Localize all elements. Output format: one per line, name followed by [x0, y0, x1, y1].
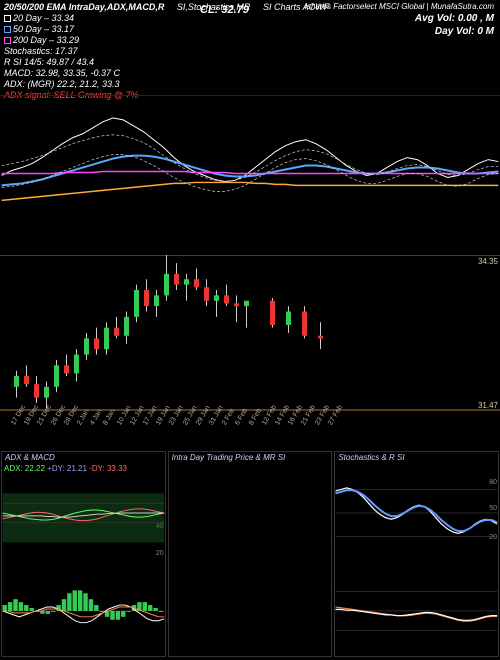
- y-bot: 31.47: [478, 401, 498, 410]
- bottom-row: ADX & MACD ADX: 22.22 +DY: 21.21 -DY: 33…: [0, 450, 500, 658]
- stoch-title: Stochastics & R SI: [338, 453, 404, 462]
- y-top: 34.35: [478, 257, 498, 266]
- adx: ADX: (MGR) 22.2, 21.2, 33.3: [4, 79, 120, 89]
- ma-chart: [0, 95, 500, 250]
- candlestick-chart: 34.35 31.47 17 Dec19 Dec21 Dec26 Dec28 D…: [0, 255, 500, 430]
- intraday-title: Intra Day Trading Price & MR SI: [172, 453, 286, 462]
- stoch-rsi-panel: Stochastics & R SI 80 50 20: [334, 451, 499, 657]
- adx-title: ADX & MACD: [5, 453, 55, 462]
- macd: MACD: 32.98, 33.35, -0.37 C: [4, 68, 120, 78]
- title-left: 20/50/200 EMA IntraDay,ADX,MACD,R: [4, 2, 164, 12]
- source: Ishares Factorselect MSCI Global | Munaf…: [305, 2, 494, 11]
- close-price: CL: 32.79: [200, 4, 249, 16]
- adx-macd-panel: ADX & MACD ADX: 22.22 +DY: 21.21 -DY: 33…: [1, 451, 166, 657]
- rsi: R SI 14/5: 49.87 / 43.4: [4, 57, 94, 67]
- day-vol: Day Vol: 0 M: [305, 26, 494, 37]
- stoch: Stochastics: 17.37: [4, 46, 78, 56]
- avg-vol: Avg Vol: 0.00 , M: [305, 13, 494, 24]
- header-right: Ishares Factorselect MSCI Global | Munaf…: [305, 2, 494, 37]
- intraday-panel: Intra Day Trading Price & MR SI: [168, 451, 333, 657]
